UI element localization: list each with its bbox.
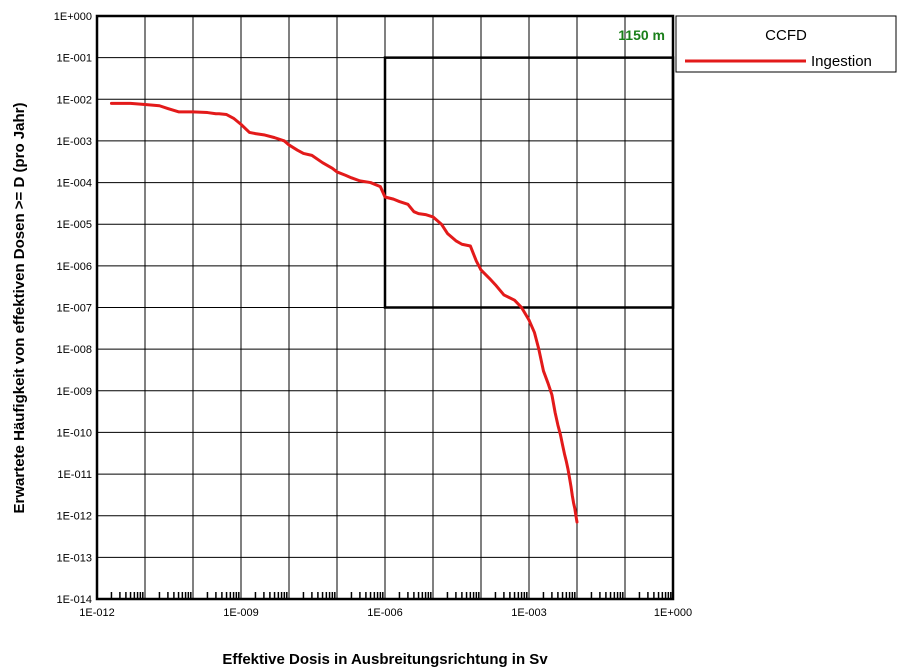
y-axis-title: Erwartete Häufigkeit von effektiven Dose… <box>11 103 28 514</box>
y-tick-label: 1E-008 <box>57 344 92 356</box>
y-tick-label: 1E-004 <box>57 178 92 190</box>
x-tick-label: 1E-006 <box>367 607 402 619</box>
y-tick-label: 1E-014 <box>57 594 92 606</box>
legend-box <box>675 15 897 73</box>
legend-label-ingestion: Ingestion <box>811 53 872 70</box>
legend-title: CCFD <box>765 27 807 44</box>
x-tick-label: 1E-012 <box>79 607 114 619</box>
x-tick-label: 1E-009 <box>223 607 258 619</box>
x-tick-label: 1E+000 <box>654 607 692 619</box>
y-tick-label: 1E-011 <box>57 469 92 481</box>
y-tick-label: 1E-003 <box>57 136 92 148</box>
y-tick-label: 1E-009 <box>57 386 92 398</box>
annotation-distance: 1150 m <box>618 27 665 43</box>
y-tick-label: 1E-002 <box>57 94 92 106</box>
y-tick-label: 1E+000 <box>54 11 92 23</box>
y-tick-label: 1E-010 <box>57 427 92 439</box>
x-tick-label: 1E-003 <box>511 607 546 619</box>
x-tick-labels: 1E-012 1E-009 1E-006 1E-003 1E+000 <box>79 607 692 619</box>
legend: CCFD Ingestion <box>675 15 897 73</box>
limit-box <box>383 56 675 309</box>
y-tick-label: 1E-012 <box>57 511 92 523</box>
y-tick-label: 1E-001 <box>57 53 92 65</box>
series-line-ingestion <box>109 101 579 524</box>
y-tick-label: 1E-005 <box>57 219 92 231</box>
x-axis-title: Effektive Dosis in Ausbreitungsrichtung … <box>222 651 548 668</box>
y-tick-labels: 1E+000 1E-001 1E-002 1E-003 1E-004 1E-005 1E-0… <box>54 11 92 606</box>
y-tick-label: 1E-007 <box>57 303 92 315</box>
y-tick-label: 1E-006 <box>57 261 92 273</box>
y-tick-label: 1E-013 <box>57 552 92 564</box>
